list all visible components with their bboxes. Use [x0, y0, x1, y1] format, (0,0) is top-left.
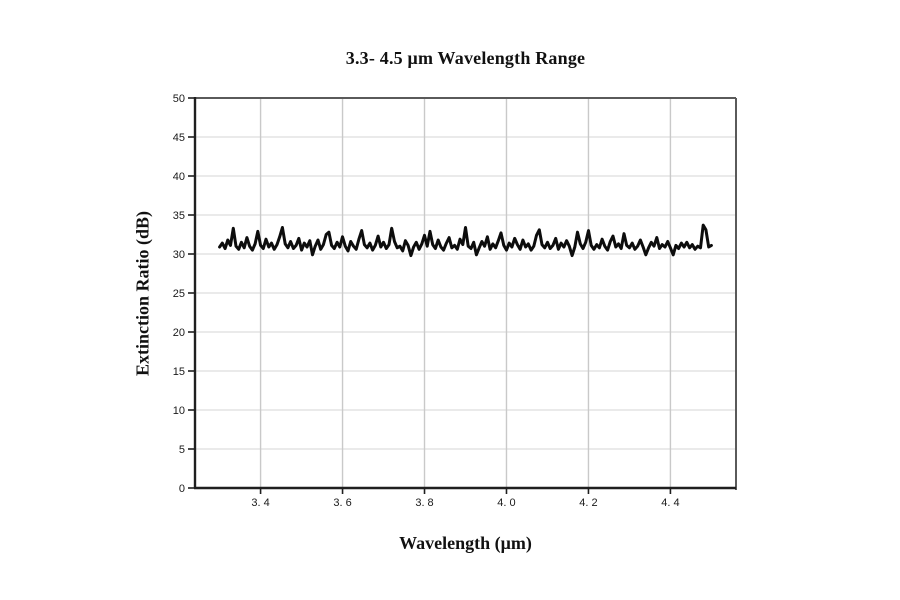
- y-tick-label: 15: [173, 366, 185, 378]
- x-tick-label: 4. 4: [661, 497, 679, 509]
- x-tick-label: 4. 2: [579, 497, 597, 509]
- y-tick-label: 0: [179, 483, 185, 495]
- y-tick-label: 40: [173, 171, 185, 183]
- y-tick-label: 20: [173, 327, 185, 339]
- x-tick-label: 3. 4: [251, 497, 269, 509]
- y-tick-label: 5: [179, 444, 185, 456]
- y-tick-label: 25: [173, 288, 185, 300]
- y-tick-label: 35: [173, 210, 185, 222]
- x-tick-label: 3. 8: [415, 497, 433, 509]
- chart-title: 3.3- 4.5 μm Wavelength Range: [345, 48, 586, 68]
- x-tick-label: 4. 0: [497, 497, 515, 509]
- x-tick-label: 3. 6: [333, 497, 351, 509]
- y-tick-label: 30: [173, 249, 185, 261]
- data-series-line: [218, 223, 713, 258]
- y-tick-label: 50: [173, 93, 185, 105]
- x-axis-title: Wavelength (μm): [399, 533, 532, 553]
- y-tick-label: 10: [173, 405, 185, 417]
- y-tick-label: 45: [173, 132, 185, 144]
